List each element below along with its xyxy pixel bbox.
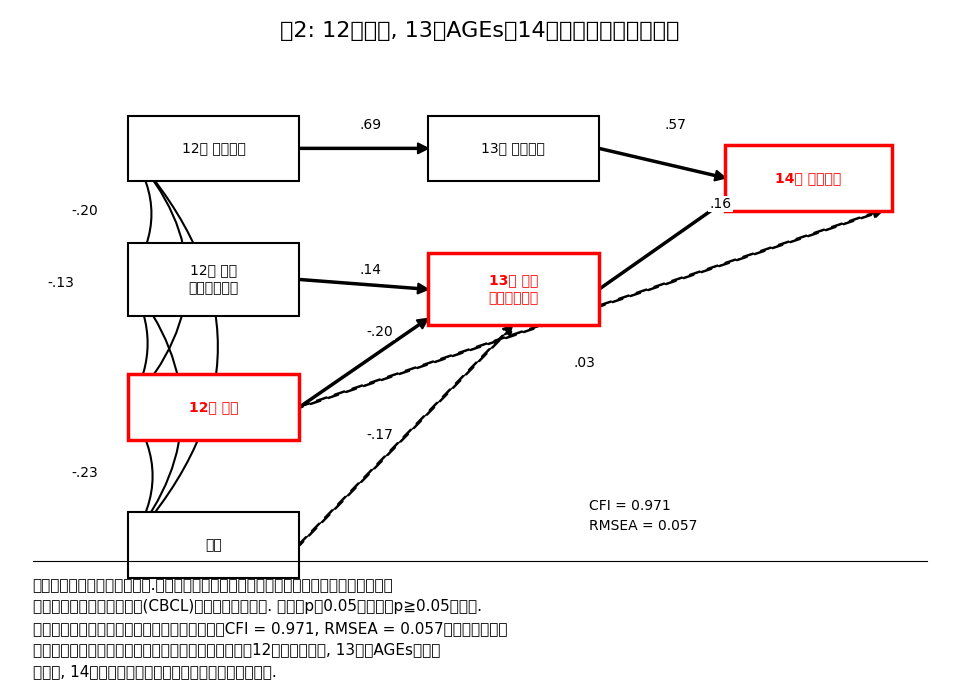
FancyArrowPatch shape (132, 283, 181, 541)
Text: 12歳 思考障害: 12歳 思考障害 (181, 142, 246, 156)
Text: -.20: -.20 (367, 325, 394, 339)
Text: 図2: 12歳握力, 13歳AGEsと14歳思考障害の縦断関係: 図2: 12歳握力, 13歳AGEsと14歳思考障害の縦断関係 (280, 20, 680, 40)
Text: 13歳 思考障害: 13歳 思考障害 (481, 142, 545, 156)
Text: .69: .69 (359, 119, 382, 133)
Text: CFI = 0.971
RMSEA = 0.057: CFI = 0.971 RMSEA = 0.057 (589, 499, 698, 533)
FancyBboxPatch shape (128, 512, 300, 578)
FancyBboxPatch shape (725, 145, 892, 211)
Text: -.23: -.23 (72, 466, 99, 480)
FancyArrowPatch shape (299, 209, 882, 408)
Text: .16: .16 (709, 197, 732, 211)
FancyArrowPatch shape (131, 153, 152, 275)
Text: 握力は両手の平均値を用いた.尿サンプルは早朝第一尿を使用した．思考障害は親による
子供の行動チェックリスト(CBCL)を用いて測定した. 実線はp＜0.05、点: 握力は両手の平均値を用いた.尿サンプルは早朝第一尿を使用した．思考障害は親による… (33, 578, 507, 679)
FancyArrowPatch shape (300, 279, 427, 293)
FancyArrowPatch shape (299, 319, 427, 408)
FancyArrowPatch shape (598, 201, 725, 290)
Text: -.17: -.17 (367, 429, 394, 443)
Text: .57: .57 (664, 119, 686, 133)
Text: -.20: -.20 (72, 204, 99, 218)
Text: 性別: 性別 (205, 538, 222, 552)
Text: 12歳 尿中
ペントシジン: 12歳 尿中 ペントシジン (188, 263, 239, 296)
FancyArrowPatch shape (131, 412, 153, 541)
FancyArrowPatch shape (131, 284, 148, 403)
FancyBboxPatch shape (128, 244, 300, 315)
Text: 14歳 思考障害: 14歳 思考障害 (776, 171, 842, 185)
FancyBboxPatch shape (128, 116, 300, 181)
FancyBboxPatch shape (427, 253, 599, 325)
FancyBboxPatch shape (427, 116, 599, 181)
FancyArrowPatch shape (299, 325, 514, 545)
FancyBboxPatch shape (128, 375, 300, 440)
FancyArrowPatch shape (300, 144, 427, 154)
FancyArrowPatch shape (599, 148, 725, 180)
Text: .14: .14 (360, 262, 381, 276)
Text: .03: .03 (574, 357, 595, 371)
FancyArrowPatch shape (132, 152, 187, 403)
Text: 13歳 尿中
ペントシジン: 13歳 尿中 ペントシジン (489, 273, 539, 306)
FancyArrowPatch shape (132, 152, 218, 541)
Text: -.13: -.13 (48, 276, 75, 290)
Text: 12歳 握力: 12歳 握力 (189, 400, 238, 415)
